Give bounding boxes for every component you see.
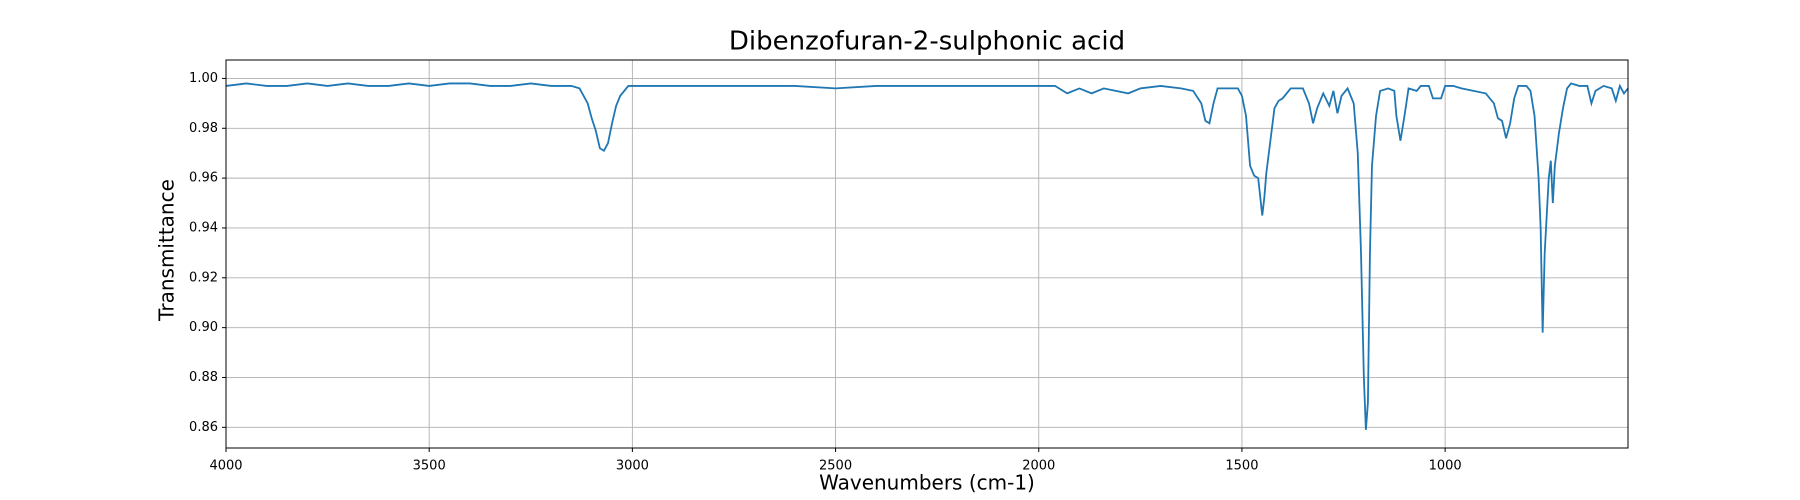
x-tick-label: 3500: [413, 459, 446, 474]
x-axis-label: Wavenumbers (cm-1): [819, 471, 1035, 495]
y-tick-label: 1.00: [189, 71, 218, 86]
x-tick-label: 3000: [616, 459, 649, 474]
y-tick-label: 0.92: [189, 270, 218, 285]
y-tick-label: 0.96: [189, 171, 218, 186]
y-tick-label: 0.94: [189, 220, 218, 235]
y-tick-label: 0.90: [189, 320, 218, 335]
x-tick-label: 2500: [819, 459, 852, 474]
x-tick-label: 1500: [1225, 459, 1258, 474]
x-tick-label: 1000: [1429, 459, 1462, 474]
y-tick-label: 0.86: [189, 420, 218, 435]
x-tick-label: 2000: [1022, 459, 1055, 474]
spectrum-line: [225, 82, 1629, 430]
chart-title: Dibenzofuran-2-sulphonic acid: [729, 27, 1125, 57]
x-tick-label: 4000: [209, 459, 242, 474]
y-tick-label: 0.88: [189, 370, 218, 385]
plot-frame: [225, 59, 1629, 449]
y-tick-label: 0.98: [189, 121, 218, 136]
y-axis-label: Transmittance: [155, 179, 179, 322]
